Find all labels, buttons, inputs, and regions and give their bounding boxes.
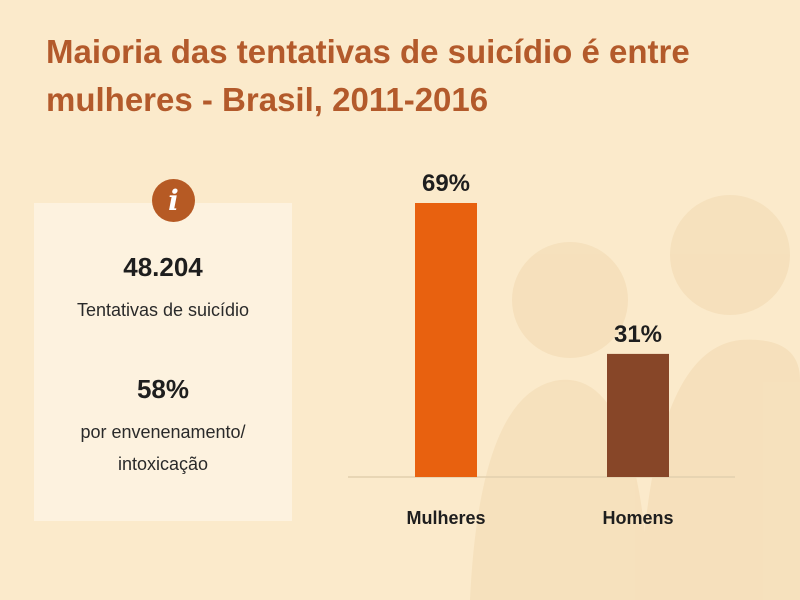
stat-poisoning-label-line2: intoxicação [117, 454, 209, 474]
category-label-mulheres: Mulheres [406, 508, 485, 528]
info-icon: i [152, 179, 195, 222]
bar-homens [607, 353, 669, 477]
info-panel [34, 203, 292, 521]
stat-attempts-label: Tentativas de suicídio [76, 300, 250, 320]
stat-poisoning-label-line1: por envenenamento/ [80, 422, 246, 442]
data-label-homens: 31% [614, 321, 662, 348]
stat-poisoning-value: 58% [136, 374, 190, 404]
data-label-mulheres: 69% [422, 170, 470, 197]
stat-attempts-value: 48.204 [123, 252, 203, 282]
bar-mulheres [415, 203, 477, 477]
category-label-homens: Homens [602, 508, 673, 528]
chart-title: Maioria das tentativas de suicídio é ent… [46, 33, 690, 118]
